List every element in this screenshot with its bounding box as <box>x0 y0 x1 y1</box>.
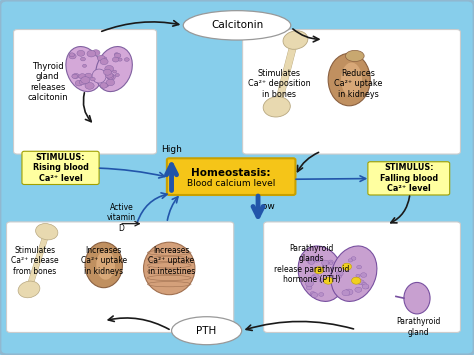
Circle shape <box>364 285 369 289</box>
Circle shape <box>85 73 92 78</box>
Text: Thyroid
gland
releases
calcitonin: Thyroid gland releases calcitonin <box>27 62 68 102</box>
Circle shape <box>356 274 360 277</box>
Circle shape <box>107 74 114 79</box>
Circle shape <box>352 277 361 284</box>
Text: STIMULUS:
Rising blood
Ca²⁺ level: STIMULUS: Rising blood Ca²⁺ level <box>33 153 89 183</box>
Text: High: High <box>161 145 182 154</box>
Ellipse shape <box>36 224 58 240</box>
Text: Stimulates
Ca²⁺ deposition
in bones: Stimulates Ca²⁺ deposition in bones <box>248 69 310 99</box>
Circle shape <box>105 65 114 72</box>
Ellipse shape <box>96 250 115 280</box>
Text: Blood calcium level: Blood calcium level <box>187 179 275 189</box>
Ellipse shape <box>328 53 370 106</box>
Circle shape <box>118 58 122 61</box>
Ellipse shape <box>144 242 195 295</box>
Circle shape <box>124 58 129 61</box>
Text: Increases
Ca²⁺ uptake
in kidneys: Increases Ca²⁺ uptake in kidneys <box>81 246 127 275</box>
Circle shape <box>85 79 89 82</box>
Circle shape <box>342 263 352 270</box>
Text: PTH: PTH <box>197 326 217 336</box>
FancyBboxPatch shape <box>243 29 460 154</box>
FancyBboxPatch shape <box>14 29 156 154</box>
Ellipse shape <box>172 317 242 345</box>
Ellipse shape <box>18 281 40 298</box>
Ellipse shape <box>404 283 430 314</box>
Circle shape <box>311 275 316 279</box>
Text: Calcitonin: Calcitonin <box>211 20 263 30</box>
Circle shape <box>348 259 353 262</box>
FancyBboxPatch shape <box>264 222 460 332</box>
Ellipse shape <box>183 11 291 40</box>
Circle shape <box>307 258 314 263</box>
Circle shape <box>115 53 118 56</box>
Text: Reduces
Ca²⁺ uptake
in kidneys: Reduces Ca²⁺ uptake in kidneys <box>334 69 383 99</box>
Text: Increases
Ca²⁺ uptake
in intestines: Increases Ca²⁺ uptake in intestines <box>148 246 195 275</box>
Circle shape <box>362 282 366 286</box>
Text: Active
vitamin
D: Active vitamin D <box>107 203 136 233</box>
Circle shape <box>84 80 89 83</box>
FancyBboxPatch shape <box>368 162 450 195</box>
Circle shape <box>314 267 323 274</box>
Circle shape <box>355 287 362 292</box>
Text: Low: Low <box>257 202 275 211</box>
Circle shape <box>100 83 108 88</box>
Circle shape <box>329 262 333 265</box>
Circle shape <box>357 265 362 269</box>
Ellipse shape <box>263 97 290 117</box>
Circle shape <box>313 256 321 262</box>
Circle shape <box>319 279 324 282</box>
Text: STIMULUS:
Falling blood
Ca²⁺ level: STIMULUS: Falling blood Ca²⁺ level <box>380 163 438 193</box>
Circle shape <box>328 260 333 264</box>
Circle shape <box>345 289 353 295</box>
Circle shape <box>305 280 313 286</box>
Circle shape <box>79 74 86 79</box>
Circle shape <box>75 80 83 86</box>
Circle shape <box>311 293 318 297</box>
Circle shape <box>105 72 113 78</box>
Text: Homeostasis:: Homeostasis: <box>191 168 271 178</box>
FancyBboxPatch shape <box>22 151 99 185</box>
Ellipse shape <box>341 62 362 97</box>
Ellipse shape <box>66 47 102 92</box>
FancyBboxPatch shape <box>167 158 295 195</box>
Circle shape <box>107 74 115 80</box>
Circle shape <box>351 257 356 260</box>
Circle shape <box>362 284 369 289</box>
Circle shape <box>100 59 108 65</box>
Circle shape <box>82 64 87 67</box>
Circle shape <box>103 69 111 75</box>
FancyBboxPatch shape <box>7 222 234 332</box>
Circle shape <box>106 79 115 86</box>
Circle shape <box>115 73 119 77</box>
Circle shape <box>79 80 86 85</box>
Circle shape <box>113 70 117 73</box>
Circle shape <box>319 293 324 296</box>
Circle shape <box>77 50 85 56</box>
Circle shape <box>336 271 343 276</box>
Circle shape <box>97 55 105 61</box>
Circle shape <box>337 275 341 279</box>
Circle shape <box>361 273 367 277</box>
Circle shape <box>69 53 74 57</box>
Circle shape <box>114 53 121 58</box>
Circle shape <box>81 57 85 61</box>
Ellipse shape <box>92 69 106 83</box>
Circle shape <box>87 50 96 57</box>
Circle shape <box>91 77 95 81</box>
Circle shape <box>69 54 76 59</box>
Text: Parathyroid
glands
release parathyroid
hormone (PTH): Parathyroid glands release parathyroid h… <box>274 244 349 284</box>
Circle shape <box>310 291 315 295</box>
Circle shape <box>306 285 312 290</box>
Ellipse shape <box>85 242 122 288</box>
Circle shape <box>112 57 119 62</box>
Circle shape <box>72 74 78 78</box>
Circle shape <box>321 260 329 266</box>
Text: Stimulates
Ca²⁺ release
from bones: Stimulates Ca²⁺ release from bones <box>11 246 59 275</box>
Circle shape <box>103 83 109 87</box>
Text: Parathyroid
gland: Parathyroid gland <box>396 317 440 337</box>
Circle shape <box>323 277 333 284</box>
Circle shape <box>81 77 90 83</box>
Circle shape <box>102 57 107 60</box>
Circle shape <box>312 274 319 279</box>
